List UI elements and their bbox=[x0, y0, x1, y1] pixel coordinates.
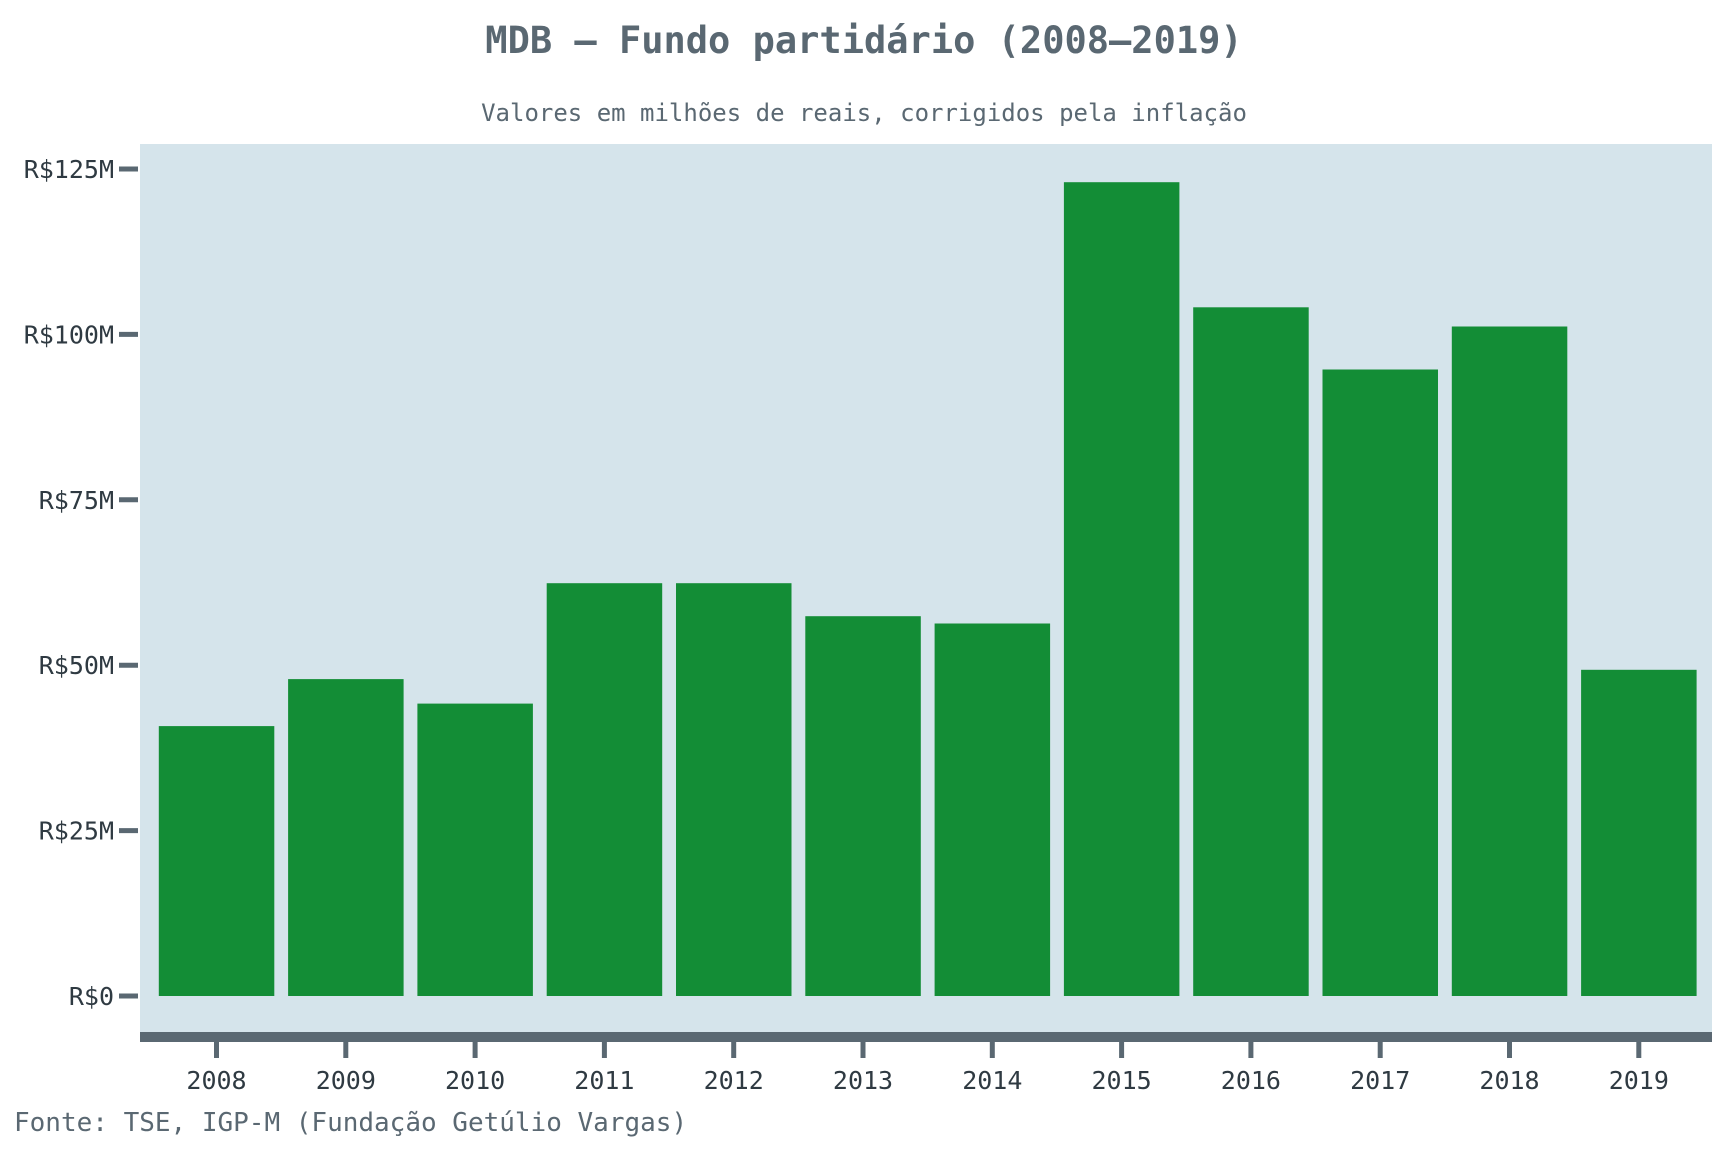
bar-2009 bbox=[288, 679, 404, 996]
x-tick-label: 2017 bbox=[1350, 1066, 1410, 1095]
bar-2018 bbox=[1451, 326, 1568, 996]
x-tick-label: 2019 bbox=[1609, 1066, 1669, 1095]
bar-2010 bbox=[417, 703, 533, 996]
bars-group bbox=[158, 182, 1697, 996]
y-axis: R$0 R$25M R$50M R$75M R$100M R$125M bbox=[24, 155, 138, 1011]
bar-2015 bbox=[1063, 182, 1180, 996]
chart-title: MDB – Fundo partidário (2008–2019) bbox=[485, 19, 1242, 62]
y-tick-label: R$50M bbox=[39, 651, 114, 680]
bar-2019 bbox=[1581, 669, 1697, 996]
bar-2011 bbox=[546, 583, 663, 996]
x-tick-label: 2014 bbox=[962, 1066, 1022, 1095]
bar-2012 bbox=[676, 583, 792, 996]
bar-2013 bbox=[805, 616, 921, 996]
x-tick-label: 2011 bbox=[574, 1066, 634, 1095]
x-axis: 2008 2009 2010 2011 2012 2013 2014 2015 2016 2017… bbox=[140, 1032, 1712, 1095]
y-tick-label: R$100M bbox=[24, 320, 114, 349]
bar-2014 bbox=[934, 623, 1051, 996]
chart-source: Fonte: TSE, IGP-M (Fundação Getúlio Varg… bbox=[14, 1108, 687, 1138]
bar-2008 bbox=[158, 726, 275, 996]
bar-2017 bbox=[1322, 369, 1438, 996]
x-tick-label: 2015 bbox=[1091, 1066, 1151, 1095]
x-tick-label: 2008 bbox=[186, 1066, 246, 1095]
x-tick-label: 2013 bbox=[833, 1066, 893, 1095]
y-tick-label: R$125M bbox=[24, 155, 114, 184]
x-tick-label: 2018 bbox=[1479, 1066, 1539, 1095]
y-tick-label: R$75M bbox=[39, 486, 114, 515]
bar-2016 bbox=[1193, 307, 1309, 996]
y-tick-label: R$25M bbox=[39, 817, 114, 846]
x-tick-label: 2012 bbox=[704, 1066, 764, 1095]
y-tick-label: R$0 bbox=[69, 982, 114, 1011]
x-tick-label: 2009 bbox=[316, 1066, 376, 1095]
x-tick-label: 2016 bbox=[1221, 1066, 1281, 1095]
x-tick-label: 2010 bbox=[445, 1066, 505, 1095]
chart-subtitle: Valores em milhões de reais, corrigidos … bbox=[481, 99, 1247, 127]
